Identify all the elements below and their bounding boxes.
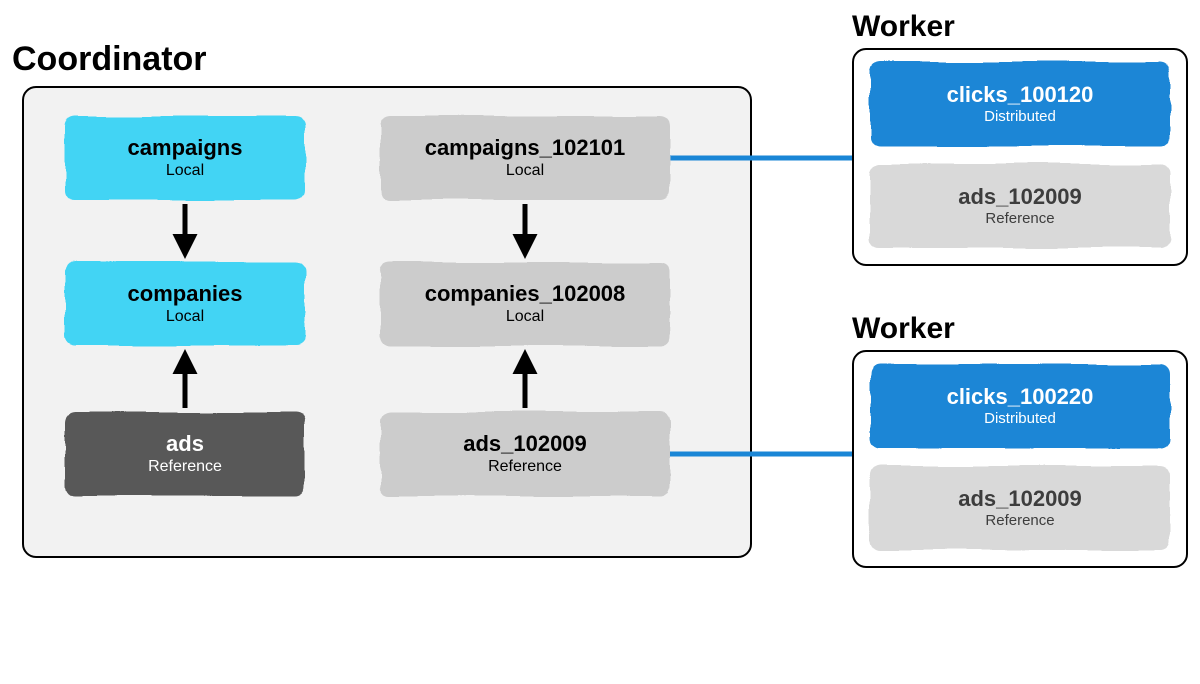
node-companies_102008: companies_102008 Local (380, 262, 670, 346)
node-sub: Local (506, 162, 544, 180)
node-clicks_100220: clicks_100220 Distributed (870, 364, 1170, 448)
node-clicks_100120: clicks_100120 Distributed (870, 62, 1170, 146)
node-sub: Distributed (984, 411, 1056, 428)
node-sub: Local (506, 308, 544, 326)
node-sub: Local (166, 162, 204, 180)
node-sub: Reference (985, 513, 1054, 530)
node-name: companies (128, 282, 243, 306)
node-sub: Distributed (984, 109, 1056, 126)
node-sub: Reference (985, 211, 1054, 228)
node-name: campaigns_102101 (425, 136, 626, 160)
node-companies: companies Local (65, 262, 305, 346)
node-ads: ads Reference (65, 412, 305, 496)
node-name: ads_102009 (958, 185, 1082, 209)
worker2-title: Worker (852, 312, 955, 346)
node-name: campaigns (128, 136, 243, 160)
node-name: ads_102009 (463, 432, 587, 456)
node-sub: Reference (148, 458, 222, 476)
coordinator-title: Coordinator (12, 40, 207, 79)
node-campaigns_102101: campaigns_102101 Local (380, 116, 670, 200)
node-name: ads (166, 432, 204, 456)
node-sub: Local (166, 308, 204, 326)
node-sub: Reference (488, 458, 562, 476)
node-ads_102009_w2: ads_102009 Reference (870, 466, 1170, 550)
node-campaigns: campaigns Local (65, 116, 305, 200)
worker1-title: Worker (852, 10, 955, 44)
node-ads_102009_c: ads_102009 Reference (380, 412, 670, 496)
node-name: ads_102009 (958, 487, 1082, 511)
node-ads_102009_w1: ads_102009 Reference (870, 164, 1170, 248)
node-name: clicks_100220 (947, 385, 1094, 409)
node-name: clicks_100120 (947, 83, 1094, 107)
node-name: companies_102008 (425, 282, 626, 306)
